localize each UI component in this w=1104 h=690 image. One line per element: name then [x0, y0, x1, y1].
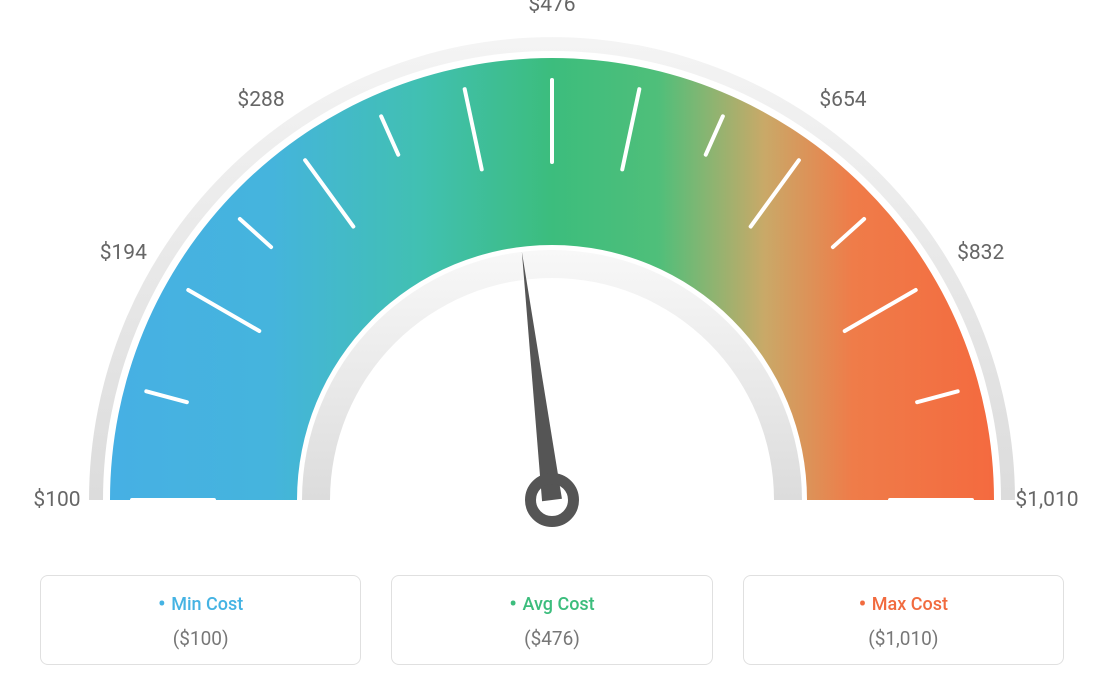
legend-value-avg: ($476): [402, 627, 701, 650]
legend-title-avg: Avg Cost: [402, 592, 701, 617]
gauge-chart: $100 $194 $288 $476 $654 $832 $1,010: [0, 0, 1104, 570]
gauge-tick-label: $100: [33, 488, 80, 512]
gauge-tick-label: $288: [237, 88, 284, 112]
legend-row: Min Cost ($100) Avg Cost ($476) Max Cost…: [40, 575, 1064, 665]
gauge-tick-label: $1,010: [1015, 488, 1078, 512]
gauge-tick-label: $832: [957, 241, 1004, 265]
gauge-tick-label: $654: [819, 88, 866, 112]
legend-title-min: Min Cost: [51, 592, 350, 617]
cost-gauge-container: $100 $194 $288 $476 $654 $832 $1,010 Min Cost …: [0, 0, 1104, 690]
legend-value-min: ($100): [51, 627, 350, 650]
gauge-needle: [522, 252, 562, 501]
legend-title-max: Max Cost: [754, 592, 1053, 617]
gauge-tick-label: $476: [528, 0, 575, 17]
legend-value-max: ($1,010): [754, 627, 1053, 650]
legend-card-min: Min Cost ($100): [40, 575, 361, 665]
legend-card-max: Max Cost ($1,010): [743, 575, 1064, 665]
gauge-tick-label: $194: [100, 241, 147, 265]
legend-card-avg: Avg Cost ($476): [391, 575, 712, 665]
